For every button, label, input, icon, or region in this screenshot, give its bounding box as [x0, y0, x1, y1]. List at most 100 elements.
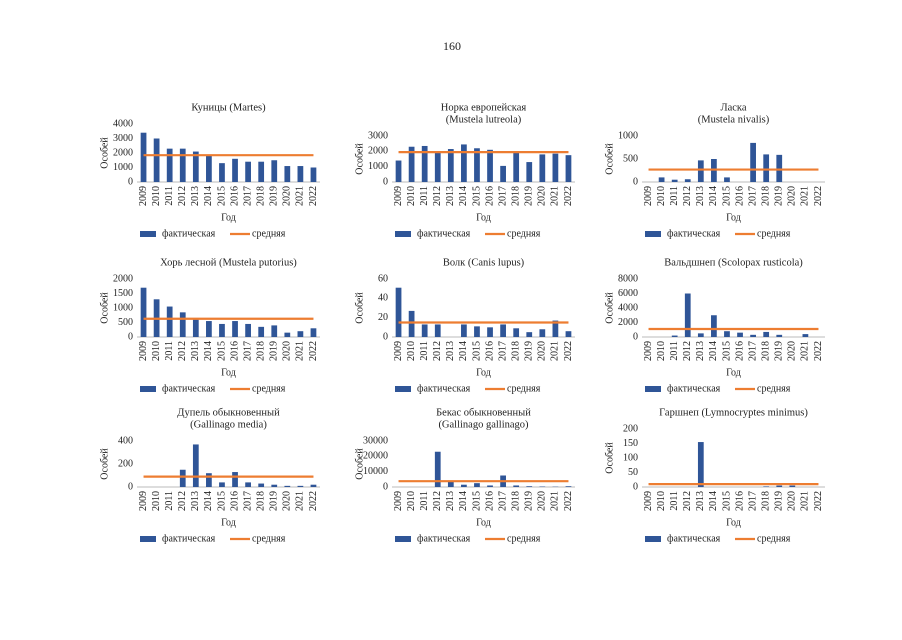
- x-tick-label: 2010: [406, 186, 417, 206]
- bar: [284, 332, 291, 337]
- x-tick-label: 2019: [524, 341, 535, 361]
- x-tick-label: 2018: [760, 341, 771, 361]
- bar: [724, 177, 730, 182]
- x-tick-label: 2013: [445, 491, 456, 511]
- bar: [297, 331, 304, 337]
- y-tick-label: 4000: [113, 118, 133, 129]
- x-tick-label: 2012: [682, 341, 693, 361]
- bar: [434, 324, 441, 337]
- x-tick-label: 2012: [177, 341, 188, 361]
- x-tick-label: 2012: [177, 491, 188, 511]
- bar: [245, 482, 251, 487]
- y-tick-label: 0: [128, 176, 133, 187]
- x-tick-label: 2011: [164, 491, 175, 511]
- chart-title: Норка европейская: [441, 102, 527, 113]
- bar: [724, 331, 730, 337]
- y-axis-label: Особей: [604, 292, 615, 324]
- bar: [447, 149, 454, 182]
- legend-label: фактическая: [417, 228, 471, 239]
- legend-label: фактическая: [417, 533, 471, 544]
- bar: [565, 486, 572, 487]
- bar: [474, 483, 480, 487]
- bar: [500, 165, 506, 182]
- chart-title: Ласка: [720, 102, 746, 113]
- bar: [776, 334, 783, 337]
- bar: [310, 484, 317, 487]
- bar: [206, 155, 212, 182]
- x-tick-label: 2017: [747, 341, 758, 361]
- x-tick-label: 2022: [563, 186, 574, 206]
- x-axis-label: Год: [221, 212, 236, 223]
- x-tick-label: 2013: [445, 186, 456, 206]
- x-tick-label: 2010: [151, 186, 162, 206]
- x-tick-label: 2015: [216, 186, 227, 206]
- bar: [461, 484, 467, 487]
- x-tick-label: 2021: [800, 491, 811, 511]
- chart-title: (Gallinago gallinago): [438, 419, 529, 430]
- x-tick-label: 2015: [721, 186, 732, 206]
- bar: [684, 179, 691, 182]
- legend-label: фактическая: [162, 228, 216, 239]
- bar: [513, 151, 520, 182]
- y-tick-label: 0: [633, 331, 638, 342]
- bar: [697, 160, 704, 182]
- legend-label: фактическая: [162, 533, 216, 544]
- x-tick-label: 2017: [747, 186, 758, 206]
- bar: [776, 485, 783, 487]
- bar: [802, 334, 809, 337]
- bar: [395, 287, 402, 337]
- y-tick-label: 50: [628, 467, 638, 478]
- bar: [552, 320, 559, 337]
- y-tick-label: 1000: [113, 302, 133, 313]
- x-tick-label: 2018: [510, 341, 521, 361]
- chart-title: (Gallinago media): [190, 419, 267, 430]
- x-tick-label: 2011: [669, 491, 680, 511]
- x-tick-label: 2019: [774, 491, 785, 511]
- bar: [219, 323, 225, 337]
- y-tick-label: 200: [118, 458, 133, 469]
- y-tick-label: 3000: [368, 130, 388, 141]
- y-tick-label: 0: [383, 331, 388, 342]
- x-tick-label: 2013: [695, 341, 706, 361]
- bar: [697, 442, 704, 487]
- bar: [658, 177, 665, 182]
- x-tick-label: 2021: [550, 341, 561, 361]
- y-tick-label: 200: [623, 423, 638, 434]
- y-tick-label: 60: [378, 273, 388, 284]
- x-axis-label: Год: [476, 212, 491, 223]
- x-tick-label: 2017: [497, 491, 508, 511]
- chart-title: (Mustela lutreola): [446, 114, 522, 125]
- x-tick-label: 2009: [643, 491, 654, 511]
- x-tick-label: 2021: [295, 491, 306, 511]
- x-tick-label: 2012: [682, 186, 693, 206]
- x-tick-label: 2011: [419, 186, 430, 206]
- bar: [219, 482, 225, 487]
- x-tick-label: 2022: [308, 341, 319, 361]
- legend-label: фактическая: [667, 533, 721, 544]
- x-tick-label: 2017: [747, 491, 758, 511]
- x-tick-label: 2012: [432, 186, 443, 206]
- x-tick-label: 2013: [190, 491, 201, 511]
- bar: [671, 335, 678, 337]
- x-tick-label: 2011: [164, 341, 175, 361]
- y-tick-label: 0: [128, 331, 133, 342]
- x-tick-label: 2016: [734, 491, 745, 511]
- legend-label: средняя: [252, 533, 286, 544]
- legend-label: фактическая: [417, 383, 471, 394]
- bar: [153, 138, 160, 182]
- x-tick-label: 2019: [524, 186, 535, 206]
- bar: [539, 154, 546, 182]
- x-tick-label: 2015: [471, 341, 482, 361]
- y-tick-label: 1000: [368, 161, 388, 172]
- bar: [750, 334, 756, 337]
- bar: [192, 444, 199, 487]
- y-tick-label: 2000: [113, 147, 133, 158]
- bar: [711, 315, 717, 337]
- x-tick-label: 2014: [708, 341, 719, 361]
- x-tick-label: 2022: [563, 491, 574, 511]
- y-tick-label: 0: [128, 481, 133, 492]
- y-tick-label: 2000: [368, 146, 388, 157]
- y-tick-label: 500: [623, 153, 638, 164]
- bar: [232, 321, 238, 337]
